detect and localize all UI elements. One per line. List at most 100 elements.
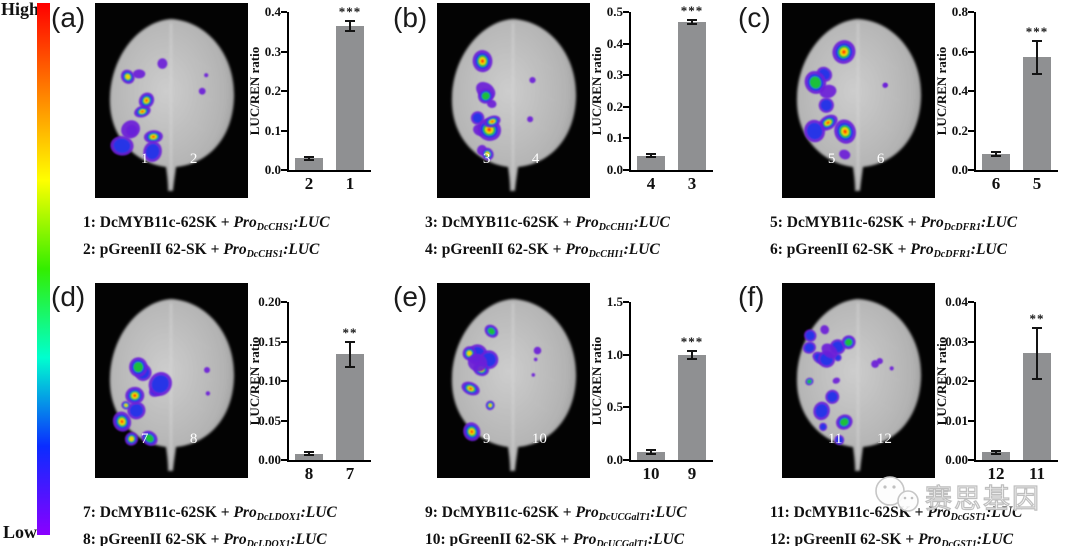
leaf-number-left: 9: [482, 431, 491, 447]
error-bar-cap: [304, 155, 314, 158]
y-tick-label: 0.1: [264, 122, 281, 138]
caption-line: 10: pGreenII 62-SK + ProDcUCGalT1:LUC: [425, 531, 685, 546]
panel-b-letter: (b): [393, 2, 428, 33]
panel-b-captions: 3: DcMYB11c-62SK + ProDcCHI1:LUC 4: pGre…: [425, 212, 670, 266]
error-bar-cap: [991, 452, 1001, 455]
error-bar: [349, 21, 351, 31]
error-bar-cap: [687, 357, 697, 360]
category-label: 12: [987, 464, 1005, 483]
y-tick-label: 1.0: [606, 346, 623, 362]
y-tick-label: 0.10: [258, 373, 281, 388]
y-tick: [281, 380, 287, 382]
y-tick: [281, 459, 287, 461]
panel-e-captions: 9: DcMYB11c-62SK + ProDcUCGalT1:LUC 10: …: [425, 502, 687, 546]
leaf-photo: [437, 283, 590, 478]
panel-e: (e) 9 10 LUC/REN ratio 0.0 0.5 1.0 1.5 10 *** 9…: [385, 276, 725, 546]
y-tick: [623, 11, 629, 13]
error-bar: [650, 449, 652, 454]
y-tick-label: 0.01: [945, 412, 968, 428]
leaf-photo: [95, 3, 248, 198]
significance-stars: ***: [338, 4, 362, 20]
leaf-number-left: 5: [827, 151, 836, 167]
y-tick: [968, 419, 974, 422]
panel-f-captions: 11: DcMYB11c-62SK + ProDcGST1:LUC 12: pG…: [770, 502, 1022, 546]
significance-stars: ***: [1025, 23, 1049, 39]
error-bar: [691, 350, 693, 359]
leaf-photo: [437, 3, 590, 198]
category-label: 1: [345, 174, 355, 193]
leaf-number-right: 4: [531, 151, 540, 167]
leaf-luminescence-image-f: 11 12: [782, 283, 935, 478]
leaf-luminescence-image-a: 1 2: [95, 3, 248, 198]
leaf-photo: [782, 3, 935, 198]
y-tick: [623, 105, 629, 108]
y-tick-label: 0.0: [951, 162, 968, 177]
panel-f-letter: (f): [738, 281, 765, 312]
intensity-colorbar: [37, 3, 50, 535]
error-bar-cap: [345, 340, 355, 343]
y-tick-label: 0.0: [606, 452, 623, 467]
y-tick-label: 0.00: [945, 452, 968, 467]
category-label: 3: [687, 174, 697, 193]
y-tick-label: 0.2: [951, 122, 968, 138]
bar-chart-b: LUC/REN ratio 0.0 0.1 0.2 0.3 0.4 0.5 4 *** 3: [585, 3, 721, 214]
y-tick-label: 0.20: [258, 294, 281, 309]
plot-area: 0.0 0.2 0.4 0.6 0.8 6 *** 5: [952, 4, 1058, 193]
caption-line: 12: pGreenII 62-SK + ProDcGST1:LUC: [770, 531, 1014, 546]
error-bar-cap: [646, 452, 656, 455]
category-label: 9: [687, 464, 697, 483]
y-tick-label: 0.02: [945, 373, 968, 388]
caption-line: 7: DcMYB11c-62SK + ProDcLDOX1:LUC: [83, 504, 337, 523]
y-tick: [623, 169, 629, 171]
bar: [295, 158, 323, 170]
y-tick: [623, 301, 629, 303]
error-bar: [308, 452, 310, 456]
plot-area: 0.0 0.1 0.2 0.3 0.4 2 *** 1: [265, 4, 371, 193]
y-tick-label: 0.6: [951, 43, 968, 59]
plot-area: 0.00 0.05 0.10 0.15 0.20 8 ** 7: [258, 294, 371, 483]
y-tick: [281, 419, 287, 422]
y-tick: [968, 90, 974, 92]
y-tick: [968, 11, 974, 13]
bar: [637, 155, 665, 170]
y-tick: [623, 353, 629, 356]
panel-d: (d) 7 8 LUC/REN ratio 0.00 0.05 0.10 0.15 0.2…: [43, 276, 383, 546]
error-bar-cap: [687, 349, 697, 352]
category-label: 4: [646, 174, 656, 193]
bar: [678, 22, 706, 170]
plot-area: 0.00 0.01 0.02 0.03 0.04 12 ** 11: [945, 294, 1058, 483]
y-tick: [281, 169, 287, 171]
bar: [982, 154, 1010, 170]
y-tick: [968, 380, 974, 382]
y-tick: [968, 129, 974, 132]
leaf-number-left: 3: [482, 151, 491, 167]
category-label: 7: [345, 464, 355, 483]
error-bar: [1036, 40, 1038, 75]
bar: [295, 453, 323, 460]
leaf-number-right: 12: [876, 431, 892, 447]
y-tick-label: 0.5: [606, 399, 623, 415]
y-tick-label: 0.4: [264, 4, 281, 19]
caption-line: 5: DcMYB11c-62SK + ProDcDFR1:LUC: [770, 214, 1018, 233]
y-tick-label: 0.0: [606, 162, 623, 177]
leaf-luminescence-image-c: 5 6: [782, 3, 935, 198]
colorbar-high-label: High: [1, 0, 40, 19]
y-tick: [281, 129, 287, 132]
leaf-luminescence-image-d: 7 8: [95, 283, 248, 478]
error-bar-cap: [1032, 378, 1042, 380]
category-label: 10: [642, 464, 660, 483]
y-tick-label: 0.8: [951, 4, 968, 19]
leaf-number-left: 1: [140, 151, 149, 167]
y-tick: [623, 406, 629, 409]
error-bar: [308, 156, 310, 160]
panel-a-letter: (a): [51, 2, 86, 33]
error-bar-cap: [304, 451, 314, 454]
error-bar: [349, 341, 351, 367]
y-tick-label: 0.00: [258, 452, 281, 467]
caption-line: 9: DcMYB11c-62SK + ProDcUCGalT1:LUC: [425, 504, 687, 523]
y-tick-label: 0.1: [606, 130, 623, 146]
leaf-luminescence-image-e: 9 10: [437, 283, 590, 478]
panel-a: (a) 1 2 LUC/REN ratio 0.0 0.1 0.2 0.3 0.4 2 ***…: [43, 0, 383, 270]
y-tick-label: 0.03: [945, 333, 968, 349]
